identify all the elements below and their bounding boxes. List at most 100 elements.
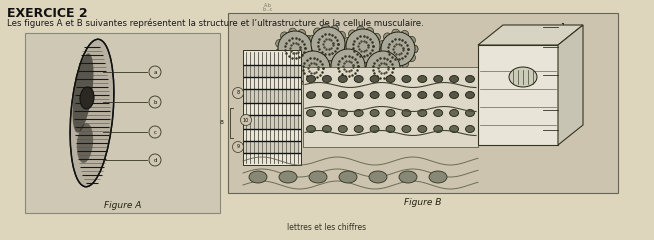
Circle shape xyxy=(322,24,330,32)
Ellipse shape xyxy=(309,171,327,183)
Circle shape xyxy=(375,42,383,50)
Circle shape xyxy=(307,44,315,52)
Circle shape xyxy=(407,54,415,62)
Text: 9: 9 xyxy=(237,144,239,150)
Circle shape xyxy=(410,45,418,53)
Ellipse shape xyxy=(418,109,427,116)
Circle shape xyxy=(383,33,392,41)
Circle shape xyxy=(334,74,341,82)
Circle shape xyxy=(340,40,348,48)
Ellipse shape xyxy=(354,76,363,83)
Circle shape xyxy=(401,30,409,38)
Circle shape xyxy=(149,154,161,166)
Circle shape xyxy=(149,66,161,78)
Ellipse shape xyxy=(466,76,475,83)
Circle shape xyxy=(329,66,337,74)
Circle shape xyxy=(364,60,371,67)
Circle shape xyxy=(313,52,322,60)
Circle shape xyxy=(386,49,394,57)
Circle shape xyxy=(346,29,380,63)
Bar xyxy=(228,13,618,193)
Circle shape xyxy=(294,68,301,77)
Ellipse shape xyxy=(322,91,332,98)
Circle shape xyxy=(375,42,383,50)
Ellipse shape xyxy=(307,126,315,132)
Circle shape xyxy=(331,25,339,33)
Circle shape xyxy=(309,44,317,53)
Circle shape xyxy=(296,51,330,85)
Ellipse shape xyxy=(279,171,297,183)
Circle shape xyxy=(322,73,330,81)
Circle shape xyxy=(316,78,324,87)
Ellipse shape xyxy=(434,126,443,132)
Circle shape xyxy=(334,50,341,58)
Circle shape xyxy=(275,48,284,56)
Circle shape xyxy=(325,64,333,72)
Circle shape xyxy=(322,55,330,63)
Circle shape xyxy=(329,58,337,66)
Ellipse shape xyxy=(418,126,427,132)
Circle shape xyxy=(349,54,356,62)
Ellipse shape xyxy=(386,126,395,132)
Circle shape xyxy=(307,80,315,88)
Circle shape xyxy=(281,56,288,64)
Ellipse shape xyxy=(338,126,347,132)
Ellipse shape xyxy=(449,126,458,132)
Ellipse shape xyxy=(509,67,537,87)
Ellipse shape xyxy=(354,126,363,132)
Circle shape xyxy=(288,60,297,68)
Ellipse shape xyxy=(369,171,387,183)
Ellipse shape xyxy=(466,109,475,116)
Ellipse shape xyxy=(338,91,347,98)
Ellipse shape xyxy=(70,39,114,187)
Ellipse shape xyxy=(354,109,363,116)
Text: 8: 8 xyxy=(237,90,239,96)
Text: 2: 2 xyxy=(560,42,565,52)
Ellipse shape xyxy=(307,109,315,116)
Ellipse shape xyxy=(307,91,315,98)
Circle shape xyxy=(366,57,373,65)
Ellipse shape xyxy=(322,76,332,83)
Circle shape xyxy=(233,88,243,98)
Circle shape xyxy=(364,68,371,77)
Circle shape xyxy=(360,62,368,70)
Ellipse shape xyxy=(466,126,475,132)
Circle shape xyxy=(331,54,339,63)
Ellipse shape xyxy=(402,91,411,98)
Circle shape xyxy=(392,61,400,69)
Circle shape xyxy=(368,76,377,84)
Circle shape xyxy=(351,48,358,55)
Circle shape xyxy=(309,36,317,43)
Circle shape xyxy=(401,60,409,67)
Circle shape xyxy=(407,36,415,44)
Circle shape xyxy=(379,49,387,58)
Ellipse shape xyxy=(399,171,417,183)
Ellipse shape xyxy=(370,91,379,98)
Bar xyxy=(244,141,300,153)
Ellipse shape xyxy=(370,76,379,83)
Text: c: c xyxy=(154,130,156,134)
Bar xyxy=(244,89,300,103)
Circle shape xyxy=(356,58,365,66)
Circle shape xyxy=(377,80,385,88)
Text: 10: 10 xyxy=(243,118,249,122)
Circle shape xyxy=(311,27,345,61)
Text: 1: 1 xyxy=(560,23,565,31)
Circle shape xyxy=(278,31,312,65)
Bar xyxy=(303,67,478,147)
Bar xyxy=(243,50,301,165)
Text: lettres et les chiffres: lettres et les chiffres xyxy=(288,223,366,232)
Text: Figure B: Figure B xyxy=(404,198,441,207)
Ellipse shape xyxy=(402,126,411,132)
Ellipse shape xyxy=(77,123,93,163)
Circle shape xyxy=(343,47,352,54)
Circle shape xyxy=(305,53,313,61)
Circle shape xyxy=(233,142,243,152)
Circle shape xyxy=(395,64,403,72)
Circle shape xyxy=(342,46,350,54)
Ellipse shape xyxy=(370,126,379,132)
Circle shape xyxy=(275,40,284,48)
Ellipse shape xyxy=(386,109,395,116)
Circle shape xyxy=(337,31,345,39)
Circle shape xyxy=(358,71,366,79)
